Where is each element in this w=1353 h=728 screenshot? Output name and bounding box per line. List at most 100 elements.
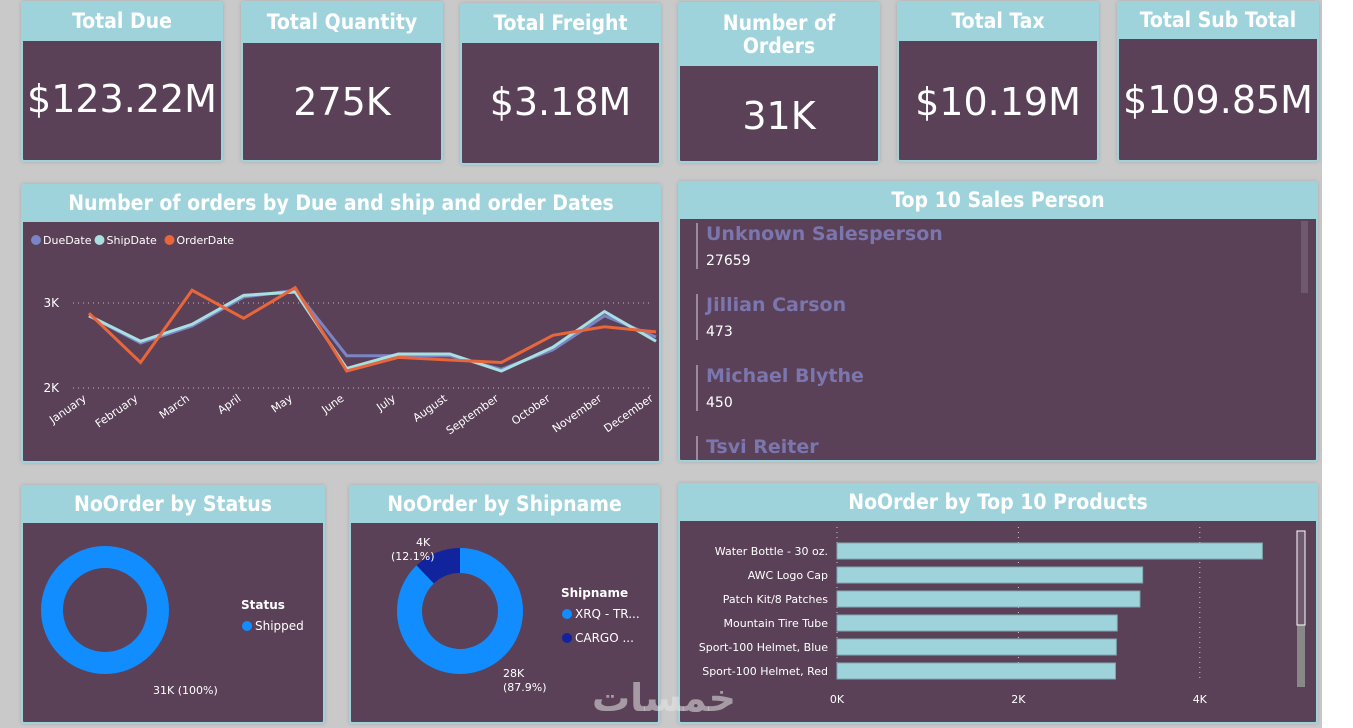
x-tick-label: March bbox=[157, 392, 192, 422]
sales-person-name: Tsvi Reiter bbox=[706, 436, 819, 458]
kpi-value: $123.22M bbox=[27, 77, 217, 121]
line-chart: DueDate ShipDate OrderDate 2K 3K January Febru… bbox=[31, 234, 657, 438]
card-title: Number of orders by Due and ship and ord… bbox=[23, 186, 659, 222]
legend-label[interactable]: ShipDate bbox=[107, 234, 158, 247]
data-label: 4K bbox=[416, 536, 431, 549]
kpi-title: Total Freight bbox=[462, 5, 659, 43]
top-sales-person-card: Top 10 Sales Person Unknown Salesperson 2… bbox=[678, 181, 1318, 462]
sales-person-value: 450 bbox=[706, 395, 733, 411]
data-label: (87.9%) bbox=[503, 681, 547, 694]
kpi-title: Total Due bbox=[23, 3, 221, 41]
kpi-value: 31K bbox=[742, 94, 816, 138]
sales-person-item: Tsvi Reiter bbox=[696, 436, 819, 460]
legend-marker bbox=[242, 621, 252, 631]
sales-person-item: Jillian Carson 473 bbox=[696, 294, 846, 340]
watermark-logo: خمسات bbox=[592, 676, 736, 720]
kpi-value: $10.19M bbox=[915, 80, 1081, 124]
sales-person-name: Jillian Carson bbox=[706, 294, 847, 316]
x-tick-label: 4K bbox=[1193, 693, 1208, 706]
y-tick-label: 3K bbox=[43, 296, 60, 310]
kpi-title: Total Quantity bbox=[243, 3, 441, 43]
x-tick-label: 2K bbox=[1011, 693, 1026, 706]
donut-slice[interactable] bbox=[416, 548, 460, 584]
sales-person-value: 27659 bbox=[706, 253, 751, 269]
bar[interactable] bbox=[836, 590, 1141, 608]
series-line-ShipDate bbox=[88, 290, 657, 373]
card-title: NoOrder by Shipname bbox=[351, 487, 658, 523]
kpi-title: Number of Orders bbox=[680, 4, 878, 66]
status-card: NoOrder by Status 31K (100%) Status Shippe… bbox=[21, 485, 325, 724]
category-label: Sport-100 Helmet, Red bbox=[702, 665, 828, 678]
bar[interactable] bbox=[836, 638, 1117, 656]
sales-person-name: Michael Blythe bbox=[706, 365, 864, 387]
x-tick-label: May bbox=[269, 392, 295, 416]
series-line-OrderDate bbox=[87, 285, 657, 373]
legend-marker bbox=[562, 609, 572, 619]
x-tick-label: April bbox=[215, 392, 243, 417]
legend-marker bbox=[562, 633, 572, 643]
legend-label[interactable]: XRQ - TR... bbox=[575, 607, 640, 621]
x-tick-label: January bbox=[46, 392, 89, 427]
kpi-card: Total Freight $3.18M bbox=[460, 3, 661, 165]
bar[interactable] bbox=[836, 662, 1116, 680]
bar[interactable] bbox=[836, 614, 1118, 632]
x-tick-label: February bbox=[93, 392, 141, 431]
legend-title: Shipname bbox=[561, 586, 628, 600]
sales-person-item: Unknown Salesperson 27659 bbox=[696, 223, 943, 269]
sales-person-name: Unknown Salesperson bbox=[706, 223, 943, 245]
orders-by-dates-card: Number of orders by Due and ship and ord… bbox=[21, 184, 661, 463]
sales-person-list: Unknown Salesperson 27659 Jillian Carson 47… bbox=[680, 219, 1316, 460]
legend-label[interactable]: DueDate bbox=[43, 234, 92, 247]
donut-slice[interactable] bbox=[41, 546, 169, 674]
legend-title: Status bbox=[241, 598, 285, 612]
legend-label[interactable]: OrderDate bbox=[177, 234, 235, 247]
shipname-donut-chart: 4K(12.1%) 28K(87.9%) Shipname XRQ - TR... CA… bbox=[391, 536, 640, 694]
data-label: 28K bbox=[503, 667, 525, 680]
card-title: NoOrder by Top 10 Products bbox=[680, 485, 1316, 521]
bar[interactable] bbox=[836, 566, 1144, 584]
kpi-title: Total Tax bbox=[899, 3, 1097, 41]
shipname-card: NoOrder by Shipname 4K (12.1%) 28K (87.9%) S… bbox=[349, 485, 660, 724]
legend-label[interactable]: Shipped bbox=[255, 619, 304, 633]
scrollbar-thumb[interactable] bbox=[1296, 530, 1306, 626]
category-label: Mountain Tire Tube bbox=[724, 617, 829, 630]
x-tick-label: October bbox=[509, 392, 553, 428]
sales-person-value: 473 bbox=[706, 324, 733, 340]
x-tick-label: September bbox=[444, 392, 502, 438]
x-tick-label: June bbox=[319, 392, 347, 417]
y-tick-label: 2K bbox=[43, 381, 60, 395]
x-tick-label: July bbox=[374, 392, 399, 415]
scrollbar[interactable] bbox=[1301, 221, 1308, 293]
card-title: NoOrder by Status bbox=[23, 487, 323, 523]
status-donut-chart: 31K (100%) Status Shipped bbox=[41, 546, 304, 697]
series-line-DueDate bbox=[88, 288, 657, 371]
kpi-card: Total Due $123.22M bbox=[21, 1, 223, 162]
category-label: AWC Logo Cap bbox=[748, 569, 828, 582]
legend-marker bbox=[164, 235, 175, 245]
kpi-card: Total Quantity 275K bbox=[241, 1, 443, 162]
kpi-value: 275K bbox=[293, 80, 391, 124]
category-label: Water Bottle - 30 oz. bbox=[715, 545, 828, 558]
products-bar-chart: 0K 2K 4K Water Bottle - 30 oz. AWC Logo Cap P… bbox=[699, 527, 1306, 706]
category-label: Sport-100 Helmet, Blue bbox=[699, 641, 828, 654]
category-label: Patch Kit/8 Patches bbox=[723, 593, 828, 606]
card-title: Top 10 Sales Person bbox=[680, 183, 1316, 219]
legend-marker bbox=[31, 235, 41, 245]
dashboard-canvas: Total Due $123.22M Total Quantity 275K Total… bbox=[0, 0, 1322, 728]
x-tick-label: December bbox=[602, 392, 657, 436]
x-tick-label: August bbox=[411, 391, 451, 424]
top-products-card: NoOrder by Top 10 Products 0K 2K 4K Water B… bbox=[678, 483, 1318, 724]
x-tick-label: November bbox=[550, 392, 605, 436]
kpi-value: $109.85M bbox=[1123, 78, 1313, 122]
donut-slice[interactable] bbox=[397, 548, 523, 674]
legend-label[interactable]: CARGO ... bbox=[575, 631, 634, 645]
data-label: (12.1%) bbox=[391, 550, 435, 563]
kpi-value: $3.18M bbox=[489, 80, 632, 124]
x-tick-label: 0K bbox=[830, 693, 845, 706]
bar[interactable] bbox=[836, 542, 1263, 560]
data-label: 31K (100%) bbox=[153, 684, 218, 697]
kpi-title: Total Sub Total bbox=[1119, 3, 1317, 39]
kpi-card: Total Sub Total $109.85M bbox=[1117, 1, 1319, 162]
legend-marker bbox=[94, 235, 105, 245]
sales-person-item: Michael Blythe 450 bbox=[696, 365, 864, 411]
